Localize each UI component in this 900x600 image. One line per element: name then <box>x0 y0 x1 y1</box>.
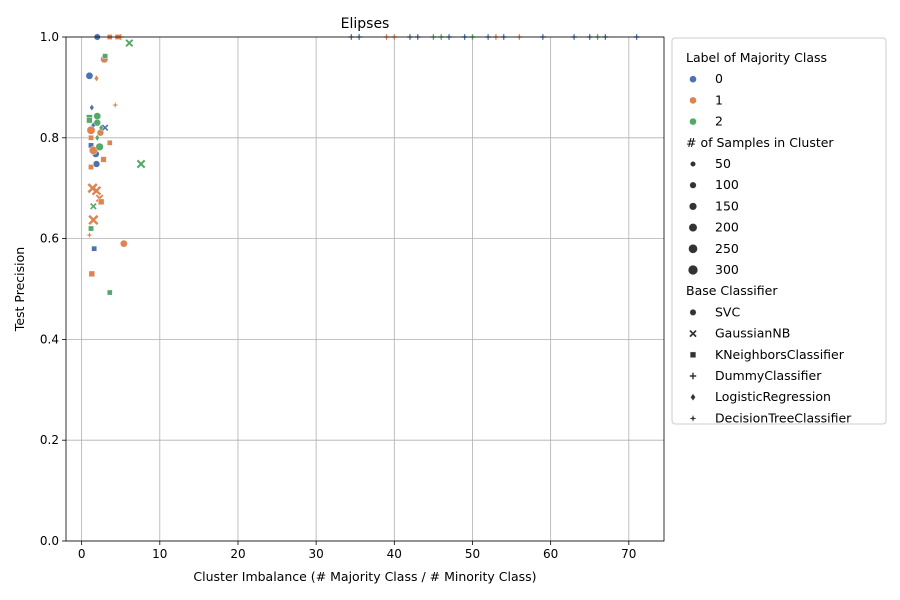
data-point <box>89 146 98 155</box>
data-point <box>86 231 93 239</box>
legend-style-marker <box>690 393 696 401</box>
data-point <box>98 124 104 132</box>
y-tick-label: 0.0 <box>40 534 59 548</box>
x-tick-label: 60 <box>543 547 558 561</box>
data-point <box>89 104 95 111</box>
legend-hue-marker <box>689 75 697 83</box>
data-point <box>96 129 104 137</box>
y-tick-label: 0.4 <box>40 332 59 346</box>
legend-style-title: Base Classifier <box>686 283 778 298</box>
data-point <box>88 214 99 226</box>
data-point <box>88 270 95 277</box>
legend-hue-marker <box>689 96 697 105</box>
legend-style-marker <box>689 414 697 422</box>
legend-hue-title: Label of Majority Class <box>686 50 827 65</box>
legend-size-marker <box>688 223 698 232</box>
x-tick-label: 0 <box>78 547 86 561</box>
legend: Label of Majority Class 0 1 2 # of Samples i… <box>671 37 887 425</box>
x-tick-label: 10 <box>152 547 167 561</box>
x-tick-label: 70 <box>621 547 636 561</box>
legend-style-label: DecisionTreeClassifier <box>715 410 852 425</box>
x-axis-ticks: 0 10 20 30 40 50 60 70 <box>78 541 636 561</box>
data-point <box>86 117 93 124</box>
data-point <box>95 142 104 151</box>
data-point <box>94 134 100 142</box>
plot-frame <box>65 36 665 542</box>
data-point <box>136 159 146 169</box>
data-point <box>120 239 128 248</box>
legend-style-label: LogisticRegression <box>715 389 831 404</box>
data-point <box>88 225 94 232</box>
legend-hue-marker <box>689 117 697 126</box>
legend-size-label: 300 <box>715 262 739 277</box>
x-axis-label: Cluster Imbalance (# Majority Class / # … <box>193 569 536 584</box>
y-tick-label: 1.0 <box>40 30 59 44</box>
data-point <box>112 101 119 109</box>
data-point <box>92 160 101 168</box>
legend-box <box>671 37 887 425</box>
legend-size-marker <box>690 161 696 167</box>
legend-style-label: GaussianNB <box>715 326 790 341</box>
data-point <box>125 39 134 47</box>
data-point <box>91 185 102 196</box>
data-point <box>86 125 96 135</box>
legend-hue-label: 0 <box>715 71 723 86</box>
y-axis-ticks: 0.0 0.2 0.4 0.6 0.8 1.0 <box>40 30 66 548</box>
legend-size-label: 100 <box>715 177 739 192</box>
legend-style-label: SVC <box>715 304 740 319</box>
y-tick-label: 0.8 <box>40 131 59 145</box>
y-tick-label: 0.2 <box>40 433 59 447</box>
legend-size-marker <box>689 202 697 211</box>
legend-size-marker <box>688 244 698 254</box>
y-tick-label: 0.6 <box>40 232 59 246</box>
legend-size-label: 200 <box>715 220 739 235</box>
legend-style-label: KNeighborsClassifier <box>715 347 845 362</box>
data-point <box>100 156 107 163</box>
grid-lines <box>66 36 664 542</box>
legend-style-label: DummyClassifier <box>715 368 822 383</box>
data-point <box>98 198 105 205</box>
data-point <box>91 245 97 252</box>
legend-style-marker <box>689 372 697 380</box>
legend-style-marker <box>689 308 697 316</box>
data-points <box>85 33 640 296</box>
legend-size-marker <box>689 181 697 189</box>
data-point <box>88 164 94 170</box>
legend-size-marker <box>687 264 699 276</box>
x-tick-label: 40 <box>387 547 402 561</box>
data-point <box>93 119 101 127</box>
legend-style-marker <box>689 329 697 338</box>
legend-size-label: 250 <box>715 241 739 256</box>
legend-size-label: 150 <box>715 198 739 213</box>
legend-hue-label: 1 <box>715 92 723 107</box>
chart-title: Elipses <box>341 16 390 32</box>
data-point <box>106 289 113 296</box>
y-axis-label: Test Precision <box>12 247 27 332</box>
data-point <box>88 135 94 141</box>
x-tick-label: 20 <box>230 547 245 561</box>
data-point <box>106 140 113 146</box>
data-point <box>102 53 108 59</box>
x-tick-label: 50 <box>465 547 480 561</box>
legend-style-marker <box>689 351 697 358</box>
legend-hue-label: 2 <box>715 114 723 129</box>
data-point <box>90 203 97 210</box>
data-point <box>101 124 109 132</box>
data-point <box>85 72 94 80</box>
data-point <box>93 112 102 120</box>
legend-size-title: # of Samples in Cluster <box>686 135 834 150</box>
x-tick-label: 30 <box>309 547 324 561</box>
data-point <box>94 74 99 82</box>
legend-size-label: 50 <box>715 156 731 171</box>
